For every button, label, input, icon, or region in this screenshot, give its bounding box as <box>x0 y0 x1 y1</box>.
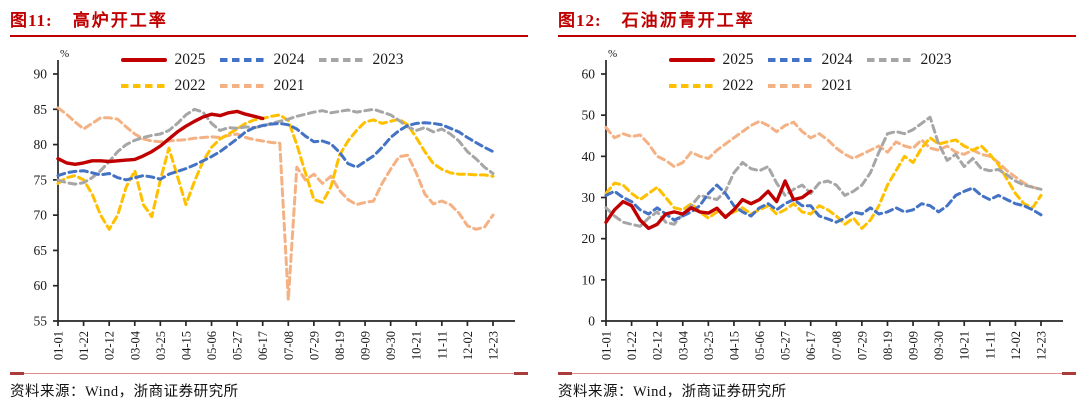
y-tick-label: 50 <box>582 108 596 123</box>
x-tick-label: 06-17 <box>256 331 270 360</box>
source-text: 资料来源：Wind，浙商证券研究所 <box>558 384 787 400</box>
x-tick-label: 10-21 <box>410 331 424 360</box>
report-figures-row: 图11: 高炉开工率 55 60 65 70 75 80 85 90% 01-01 01-22 02… <box>10 6 1076 401</box>
x-tick-label: 05-06 <box>205 331 219 360</box>
y-tick-label: 60 <box>582 67 596 82</box>
figure-number: 图11: <box>10 11 53 30</box>
x-tick-label: 03-04 <box>676 330 690 360</box>
y-tick-label: 0 <box>588 314 595 329</box>
panel-asphalt: 图12: 石油沥青开工率 0 10 20 30 40 50 60% 01-01 01-22 02-… <box>558 6 1076 401</box>
figure-title-row: 图12: 石油沥青开工率 <box>558 6 1076 32</box>
x-tick-label: 10-21 <box>958 331 972 360</box>
x-tick-label: 09-30 <box>932 331 946 360</box>
y-axis-unit-label: % <box>60 48 69 60</box>
y-tick-label: 80 <box>34 137 48 152</box>
y-tick-label: 55 <box>34 314 48 329</box>
y-tick-label: 30 <box>582 190 596 205</box>
x-tick-label: 07-29 <box>855 331 869 360</box>
x-tick-label: 09-30 <box>384 331 398 360</box>
figure-title: 石油沥青开工率 <box>621 11 755 30</box>
y-tick-label: 70 <box>34 208 48 223</box>
x-tick-label: 01-22 <box>625 331 639 360</box>
y-tick-label: 90 <box>34 67 48 82</box>
footer-rule-right-cap <box>514 372 528 375</box>
y-tick-label: 60 <box>34 278 48 293</box>
x-tick-label: 09-09 <box>907 331 921 360</box>
x-tick-label: 04-15 <box>179 331 193 360</box>
series-line-2022 <box>56 113 495 231</box>
y-tick-label: 10 <box>582 272 596 287</box>
asphalt-chart: 0 10 20 30 40 50 60% 01-01 01-22 02-12 03-04 03-25 0… <box>582 48 1063 360</box>
title-underline-rule <box>10 35 528 37</box>
x-tick-label: 01-22 <box>77 331 91 360</box>
x-tick-label: 02-12 <box>651 331 665 360</box>
x-tick-label: 11-11 <box>435 331 449 359</box>
y-tick-label: 40 <box>582 149 596 164</box>
y-tick-label: 20 <box>582 231 596 246</box>
x-tick-label: 09-09 <box>359 331 373 360</box>
series-line-2023 <box>56 107 495 186</box>
x-tick-label: 02-12 <box>103 331 117 360</box>
y-axis-unit-label: % <box>608 48 617 60</box>
x-tick-label: 07-08 <box>282 331 296 360</box>
blast-furnace-chart-area: 55 60 65 70 75 80 85 90% 01-01 01-22 02-12 03-04 03-… <box>10 37 528 371</box>
series-line-2024 <box>604 183 1043 224</box>
x-tick-label: 12-23 <box>487 331 501 360</box>
series-line-2024 <box>56 121 495 182</box>
x-tick-label: 01-01 <box>52 331 66 360</box>
x-tick-label: 08-19 <box>333 331 347 360</box>
panel-blast-furnace: 图11: 高炉开工率 55 60 65 70 75 80 85 90% 01-01 01-22 02… <box>10 6 528 401</box>
x-tick-label: 04-15 <box>727 331 741 360</box>
figure-title: 高炉开工率 <box>72 11 168 30</box>
x-tick-label: 03-25 <box>702 331 716 360</box>
blast-furnace-chart: 55 60 65 70 75 80 85 90% 01-01 01-22 02-12 03-04 03-… <box>34 48 515 360</box>
x-tick-label: 06-17 <box>804 331 818 360</box>
x-tick-label: 05-27 <box>231 331 245 360</box>
x-tick-label: 05-06 <box>753 331 767 360</box>
axes <box>53 60 515 326</box>
footer-rule-left-cap <box>558 372 572 375</box>
series-line-2023 <box>604 115 1043 228</box>
x-tick-label: 08-19 <box>881 331 895 360</box>
asphalt-chart-area: 0 10 20 30 40 50 60% 01-01 01-22 02-12 03-04 03-25 0… <box>558 37 1076 371</box>
x-tick-label: 11-11 <box>983 331 997 359</box>
x-tick-label: 03-25 <box>154 331 168 360</box>
x-tick-label: 07-29 <box>307 331 321 360</box>
y-tick-label: 85 <box>34 102 48 117</box>
series-line-2025 <box>604 179 813 231</box>
series-line-2025 <box>56 109 265 166</box>
x-tick-label: 03-04 <box>128 330 142 360</box>
footer-rule-left-cap <box>10 372 24 375</box>
footer-rule-right-cap <box>1062 372 1076 375</box>
x-tick-label: 07-08 <box>830 331 844 360</box>
source-text: 资料来源：Wind，浙商证券研究所 <box>10 384 239 400</box>
axes <box>601 60 1063 326</box>
x-tick-label: 12-23 <box>1035 331 1049 360</box>
y-tick-label: 65 <box>34 243 48 258</box>
series-line-2021 <box>56 106 495 302</box>
figure-title-row: 图11: 高炉开工率 <box>10 6 528 32</box>
figure-number: 图12: <box>558 11 602 30</box>
y-tick-label: 75 <box>34 172 48 187</box>
x-tick-label: 12-02 <box>461 331 475 360</box>
footer-rule <box>10 372 528 375</box>
title-underline-rule <box>558 35 1076 37</box>
series-line-2021 <box>604 119 1043 191</box>
x-tick-label: 12-02 <box>1009 331 1023 360</box>
series-line-2022 <box>604 136 1043 230</box>
footer-rule <box>558 372 1076 375</box>
x-tick-label: 05-27 <box>779 331 793 360</box>
x-tick-label: 01-01 <box>600 331 614 360</box>
